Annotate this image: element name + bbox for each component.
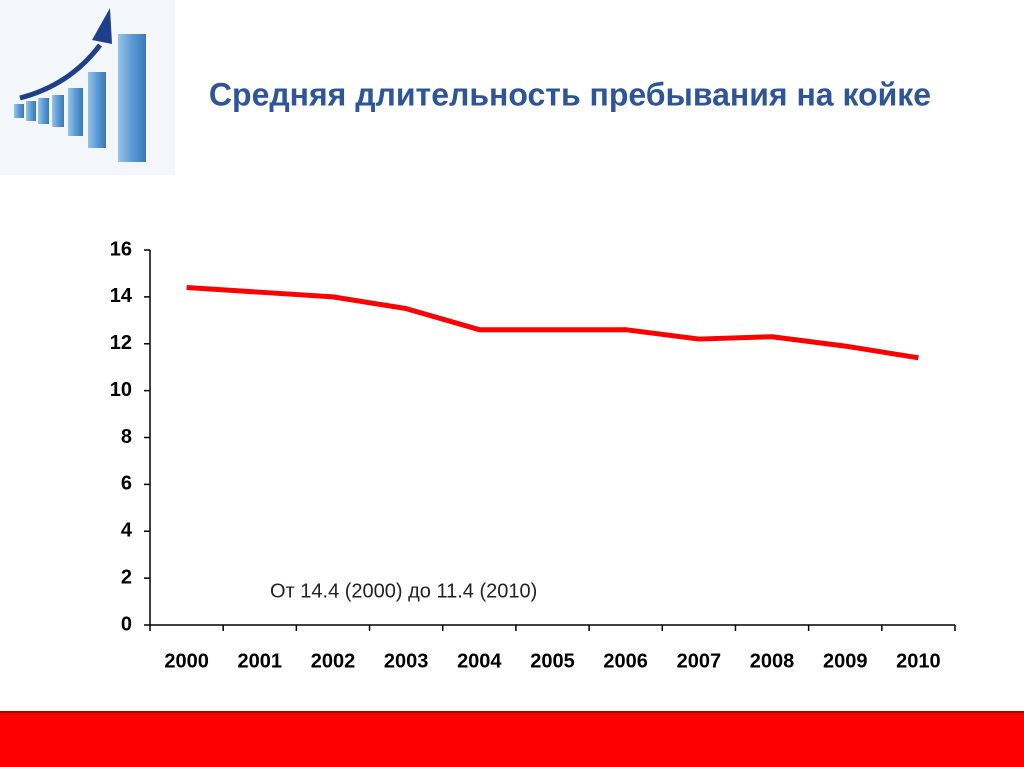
y-tick-label: 14 (110, 285, 133, 307)
y-tick-label: 10 (110, 379, 132, 401)
y-tick-label: 8 (121, 426, 132, 448)
x-tick-label: 2007 (677, 650, 722, 672)
chart-title: Средняя длительность пребывания на койке (209, 76, 931, 112)
x-tick-label: 2001 (238, 650, 283, 672)
x-tick-label: 2008 (750, 650, 795, 672)
x-tick-label: 2003 (384, 650, 429, 672)
data-line (186, 285, 919, 361)
y-tick-label: 2 (121, 566, 132, 588)
annotation: От 14.4 (2000) до 11.4 (2010) (270, 580, 537, 602)
y-tick-label: 12 (110, 332, 132, 354)
y-tick-label: 16 (110, 238, 132, 260)
y-tick-label: 0 (121, 613, 132, 635)
x-tick-label: 2004 (457, 650, 502, 672)
footer-band (0, 712, 1024, 767)
y-tick-label: 6 (121, 473, 132, 495)
x-tick-label: 2002 (311, 650, 356, 672)
x-tick-label: 2005 (530, 650, 575, 672)
logo-icon (0, 0, 175, 175)
y-tick-label: 4 (121, 520, 133, 542)
x-tick-label: 2000 (164, 650, 209, 672)
x-tick-label: 2009 (823, 650, 868, 672)
x-tick-label: 2006 (603, 650, 648, 672)
x-tick-label: 2010 (896, 650, 941, 672)
